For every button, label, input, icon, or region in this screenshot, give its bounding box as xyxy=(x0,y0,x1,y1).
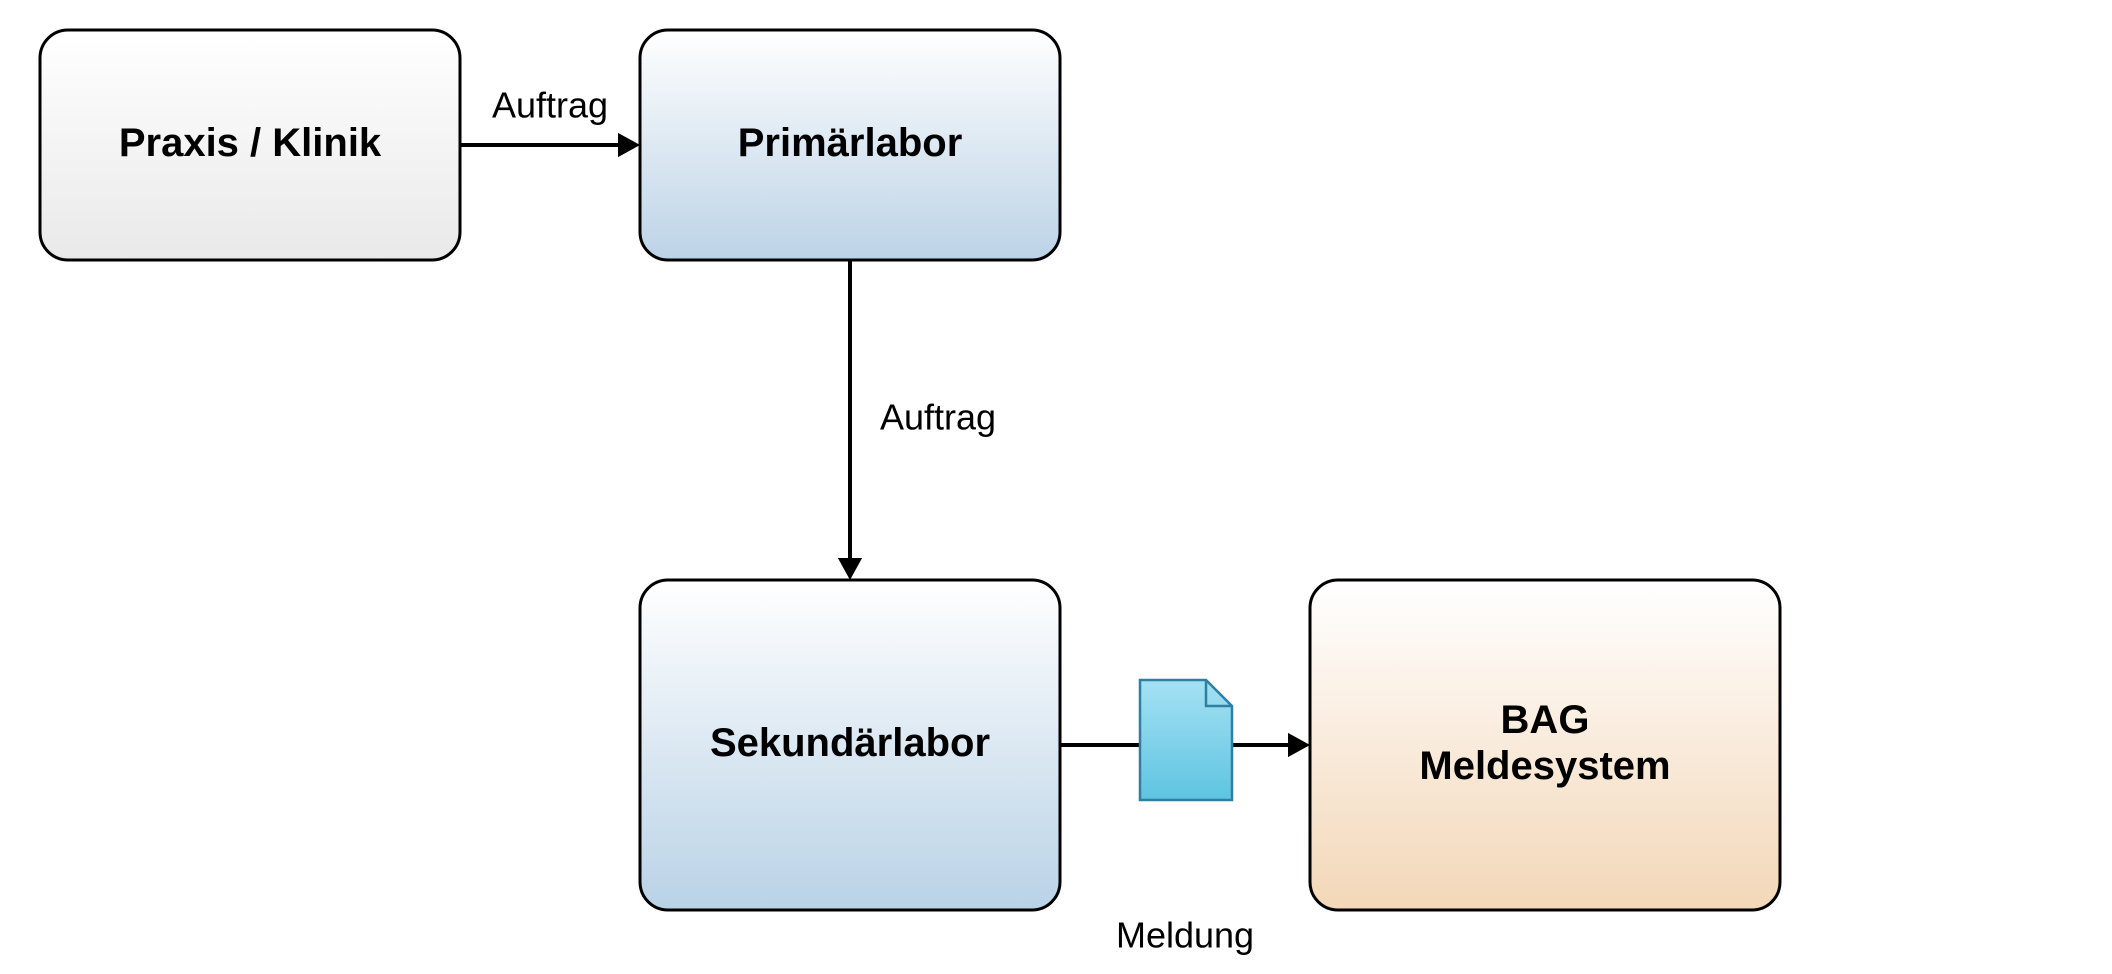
arrowhead-e3 xyxy=(1288,733,1310,757)
edge-label-e2: Auftrag xyxy=(880,397,996,438)
node-label-praxis: Praxis / Klinik xyxy=(119,121,382,165)
document-icon xyxy=(1140,680,1232,800)
node-label-sekundaer: Sekundärlabor xyxy=(710,721,990,765)
edge-label-e1: Auftrag xyxy=(492,85,608,126)
flowchart-canvas: Auftrag Auftrag Meldung Praxis / Klinik Prim… xyxy=(0,0,2112,974)
arrowhead-e1 xyxy=(618,133,640,157)
edge-label-e3: Meldung xyxy=(1116,915,1254,956)
arrowhead-e2 xyxy=(838,558,862,580)
node-label-primaer: Primärlabor xyxy=(738,121,963,165)
